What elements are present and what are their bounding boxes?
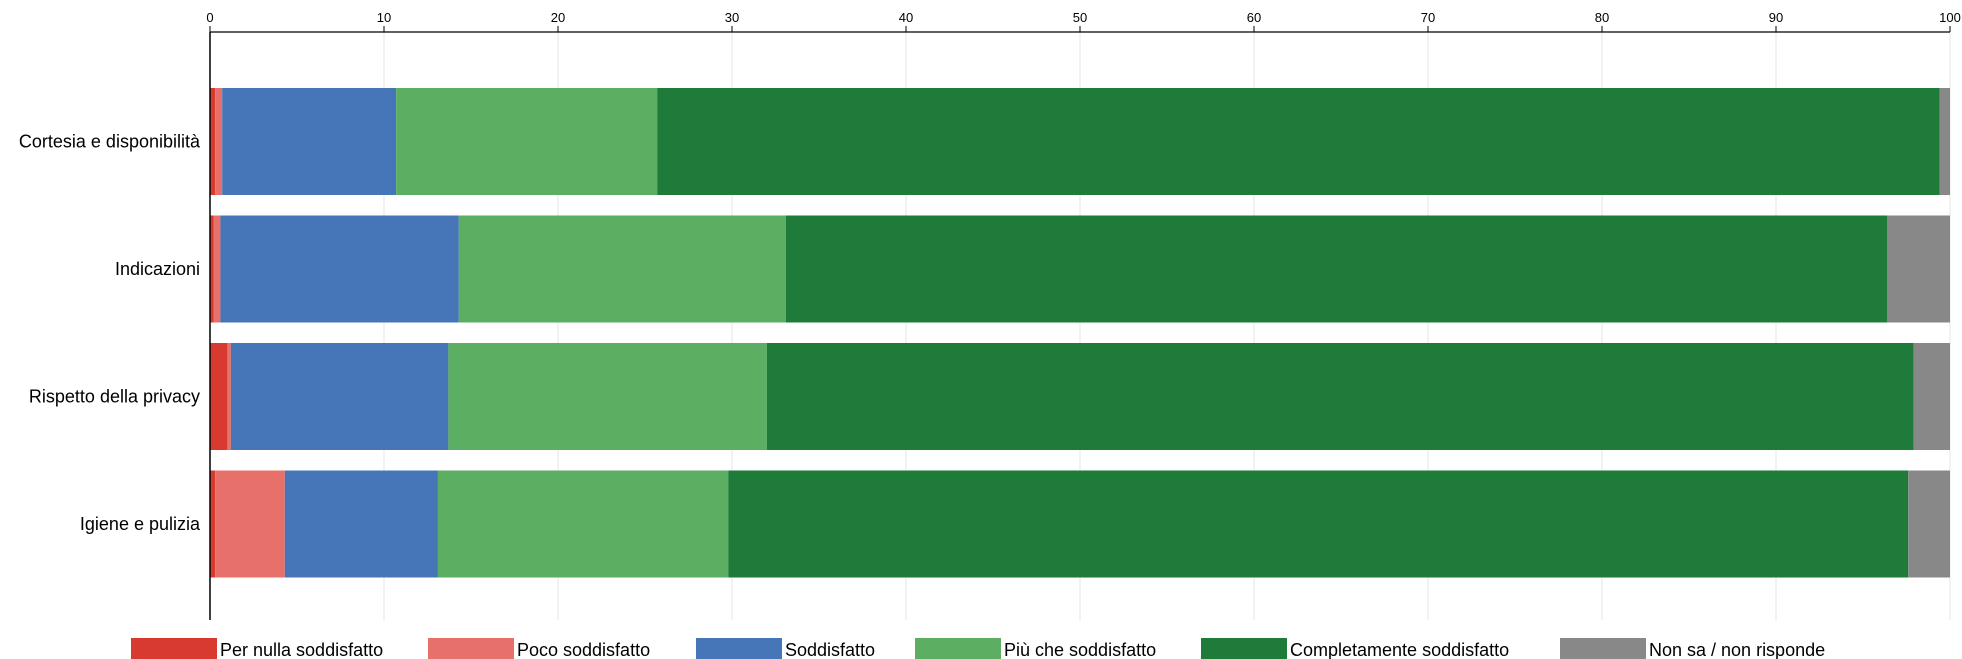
- x-tick-label: 100: [1939, 10, 1961, 25]
- x-tick-label: 50: [1073, 10, 1087, 25]
- legend-swatch: [1560, 638, 1646, 659]
- category-label: Rispetto della privacy: [29, 387, 200, 407]
- legend-label: Per nulla soddisfatto: [220, 640, 383, 659]
- bar-segment: [230, 343, 449, 450]
- bars: [210, 88, 1950, 578]
- category-label: Indicazioni: [115, 259, 200, 279]
- legend-label: Non sa / non risponde: [1649, 640, 1825, 659]
- bar-segment: [1887, 215, 1950, 323]
- category-labels: Cortesia e disponibilità Indicazioni Rispe…: [19, 132, 201, 535]
- bar-segment: [210, 343, 228, 450]
- x-axis: 0 10 20 30 40 50 60 70 80 90 100: [206, 10, 1961, 620]
- bar-segment: [210, 470, 216, 578]
- bar-segment: [215, 470, 285, 578]
- legend-label: Soddisfatto: [785, 640, 875, 659]
- x-tick-label: 30: [725, 10, 739, 25]
- legend-swatch: [428, 638, 514, 659]
- bar-segment: [1908, 470, 1950, 578]
- legend-label: Poco soddisfatto: [517, 640, 650, 659]
- bar-segment: [766, 343, 1914, 450]
- bar-segment: [227, 343, 231, 450]
- bar-segment: [437, 470, 729, 578]
- bar-segment: [785, 215, 1888, 323]
- bar-segment: [448, 343, 767, 450]
- category-label: Cortesia e disponibilità: [19, 132, 201, 152]
- bar-segment: [396, 88, 658, 195]
- x-tick-label: 0: [206, 10, 213, 25]
- legend-swatch: [915, 638, 1001, 659]
- bar-segment: [657, 88, 1940, 195]
- x-tick-label: 60: [1247, 10, 1261, 25]
- x-tick-label: 80: [1595, 10, 1609, 25]
- x-tick-label: 10: [377, 10, 391, 25]
- x-tick-label: 70: [1421, 10, 1435, 25]
- x-tick-label: 90: [1769, 10, 1783, 25]
- bar-segment: [213, 215, 221, 323]
- legend-swatch: [1201, 638, 1287, 659]
- x-tick-label: 20: [551, 10, 565, 25]
- legend-label: Più che soddisfatto: [1004, 640, 1156, 659]
- bar-segment: [458, 215, 786, 323]
- bar-segment: [210, 215, 214, 323]
- legend-swatch: [131, 638, 217, 659]
- bar-segment: [210, 88, 216, 195]
- legend-swatch: [696, 638, 782, 659]
- bar-segment: [220, 215, 459, 323]
- bar-segment: [215, 88, 223, 195]
- legend-label: Completamente soddisfatto: [1290, 640, 1509, 659]
- x-tick-label: 40: [899, 10, 913, 25]
- category-label: Igiene e pulizia: [80, 514, 201, 534]
- bar-segment: [1939, 88, 1950, 195]
- legend: Per nulla soddisfatto Poco soddisfatto Sod…: [131, 638, 1825, 659]
- bar-segment: [1913, 343, 1950, 450]
- bar-segment: [284, 470, 438, 578]
- bar-segment: [728, 470, 1909, 578]
- bar-segment: [222, 88, 397, 195]
